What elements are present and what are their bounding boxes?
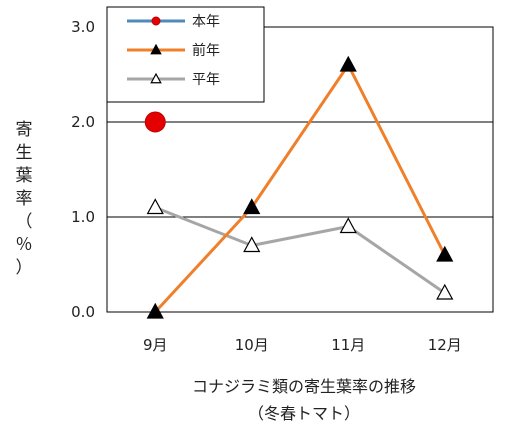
y-axis-label: 寄生葉率（％）	[16, 120, 33, 278]
legend-item: 前年	[127, 42, 220, 59]
gridlines	[107, 121, 493, 218]
legend-marker	[150, 43, 162, 55]
data-point	[436, 283, 454, 300]
chart-subtitle: （冬春トマト）	[248, 404, 360, 423]
data-point	[436, 245, 454, 262]
legend-marker	[150, 72, 162, 84]
y-axis-ticks: 0.0 1.0 2.0 3.0	[71, 18, 95, 321]
series-2	[146, 55, 454, 319]
data-point	[243, 236, 261, 253]
chart-title: コナジラミ類の寄生葉率の推移	[192, 377, 416, 396]
legend-item: 本年	[127, 14, 220, 30]
legend-label: 平年	[192, 72, 220, 88]
data-point	[146, 302, 164, 319]
legend-item: 平年	[127, 72, 220, 88]
legend-marker	[151, 16, 161, 26]
data-point	[146, 198, 164, 215]
legend-label: 前年	[192, 42, 220, 59]
x-tick-label: 10月	[235, 336, 269, 354]
data-point	[339, 217, 357, 234]
series-line	[154, 62, 447, 314]
series-3	[146, 198, 454, 300]
data-point	[339, 55, 357, 72]
data-point	[243, 198, 261, 215]
y-tick-label: 2.0	[71, 113, 95, 131]
x-tick-label: 11月	[331, 336, 365, 354]
y-tick-label: 1.0	[71, 208, 95, 226]
x-tick-label: 12月	[428, 336, 462, 354]
data-point	[144, 111, 166, 133]
y-tick-label: 0.0	[71, 303, 95, 321]
x-tick-label: 9月	[143, 336, 168, 354]
series-line	[154, 206, 446, 295]
y-tick-label: 3.0	[71, 18, 95, 36]
series-layer	[144, 55, 454, 319]
series-1	[144, 111, 166, 133]
legend-box	[106, 6, 265, 103]
legend-label: 本年	[192, 14, 220, 30]
x-axis-ticks: 9月 10月 11月 12月	[143, 336, 462, 354]
